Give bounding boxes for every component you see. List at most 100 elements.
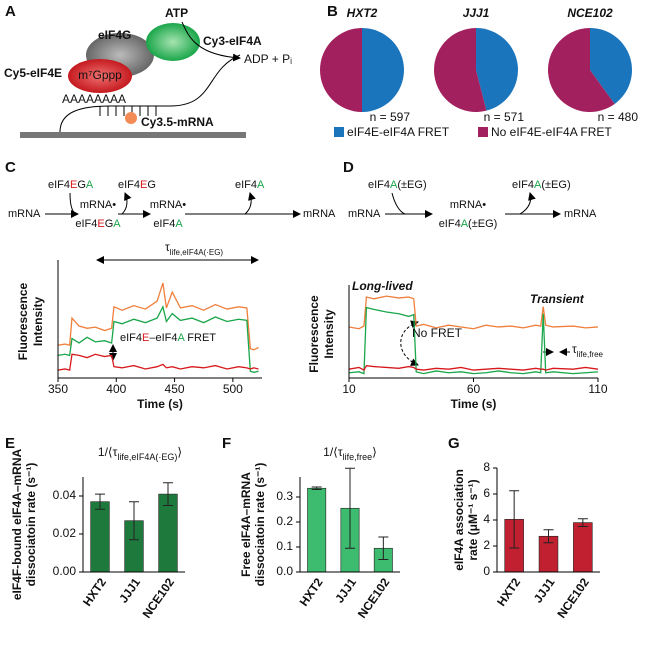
y-tick-label: 8 xyxy=(483,460,490,474)
scheme-label-part: (±EG) xyxy=(541,179,570,191)
chart-title: 1/⟨τlife,free⟩ xyxy=(323,445,377,462)
bar xyxy=(573,522,593,573)
chart-title-sub: life,free xyxy=(343,452,373,462)
scheme-label: eIF4EG xyxy=(118,179,156,191)
scheme-label-part: G xyxy=(105,218,114,230)
y-tick-label: 4 xyxy=(483,512,490,526)
label-cy5: Cy5-eIF4E xyxy=(4,66,62,80)
panel-label: E xyxy=(5,435,15,452)
panel-label: G xyxy=(448,435,460,452)
x-tick-label: 500 xyxy=(223,382,243,396)
y-tick-label: 0.3 xyxy=(276,489,293,503)
y-tick-label: 0.02 xyxy=(53,526,77,540)
y-axis-label: eIF4A association xyxy=(452,469,466,571)
x-tick-label: NCE102 xyxy=(554,575,592,620)
scheme-label: mRNA• xyxy=(150,199,186,211)
scheme-label-part: (±EG) xyxy=(468,218,497,230)
scheme-label-part: G xyxy=(77,179,86,191)
panel-label: B xyxy=(327,3,338,20)
label-polya: AAAAAAAA xyxy=(62,92,126,106)
x-tick-label: JJJ1 xyxy=(116,575,143,605)
y-tick-label: 0.04 xyxy=(53,488,77,502)
y-axis-label: Fluorescence xyxy=(16,282,30,360)
error-bar xyxy=(509,490,520,549)
pie-n-label: n = 597 xyxy=(370,110,411,124)
scheme-label: mRNA• xyxy=(450,199,486,211)
annotation-sub: life,free xyxy=(577,350,604,359)
scheme-label: eIF4EGA xyxy=(75,218,121,230)
tether xyxy=(99,106,157,116)
x-tick-label: JJJ1 xyxy=(332,575,359,605)
y-tick-label: 2 xyxy=(483,538,490,552)
scheme-label-part: G xyxy=(147,179,156,191)
y-tick-label: 0.2 xyxy=(276,514,293,528)
y-tick-label: 0.00 xyxy=(53,564,77,578)
scheme-label: mRNA xyxy=(8,208,41,220)
scheme-label-part: E xyxy=(70,179,77,191)
y-tick-label: 0.1 xyxy=(276,539,293,553)
x-tick-label: HXT2 xyxy=(297,575,326,608)
pie-slice xyxy=(320,28,362,112)
x-tick-label: 10 xyxy=(342,382,356,396)
y-axis-label: dissociatoin rate (s⁻¹) xyxy=(24,463,38,587)
x-tick-label: HXT2 xyxy=(494,575,523,608)
pie-n-label: n = 571 xyxy=(484,110,525,124)
pie-title: HXT2 xyxy=(347,6,378,20)
label-eif4g: eIF4G xyxy=(98,28,131,42)
label-adp: ADP + Pᵢ xyxy=(244,52,292,66)
legend-label: eIF4E-eIF4A FRET xyxy=(347,125,450,139)
y-tick-label: 0.0 xyxy=(276,564,293,578)
cy35-dye xyxy=(125,112,137,124)
scheme-label-part: A xyxy=(113,218,121,230)
axis xyxy=(57,260,262,379)
annotation-part: A xyxy=(178,332,186,344)
label-cy3: Cy3-eIF4A xyxy=(203,34,262,48)
scheme-label-part: eIF4 xyxy=(512,179,534,191)
annotation-part: E xyxy=(142,332,149,344)
x-tick-label: 400 xyxy=(106,382,126,396)
tau-label-symbol: τ xyxy=(165,240,170,254)
eif4a-shape xyxy=(146,23,200,61)
panel-label: D xyxy=(343,159,354,176)
chart-title-sub: life,eIF4A(·EG) xyxy=(117,452,177,462)
scheme-c-arrows xyxy=(45,192,301,361)
x-tick-label: JJJ1 xyxy=(531,575,558,605)
y-axis-label: Intensity xyxy=(31,297,45,347)
chart-title-part: ⟩ xyxy=(177,445,182,459)
pie-slice xyxy=(476,28,519,111)
bar xyxy=(90,501,110,573)
y-axis-label: Intensity xyxy=(322,309,336,359)
pie-slice xyxy=(362,28,404,112)
annotation-part: FRET xyxy=(184,332,216,344)
scheme-label-part: A xyxy=(86,179,94,191)
scheme-label: eIF4A(±EG) xyxy=(512,179,571,191)
tau-label: τlife,eIF4A(·EG) xyxy=(165,240,223,256)
chart-title: 1/⟨τlife,eIF4A(·EG)⟩ xyxy=(98,445,182,462)
x-tick-label: HXT2 xyxy=(80,575,109,608)
trace xyxy=(57,282,259,351)
error-bar xyxy=(129,501,139,541)
scheme-label-part: A xyxy=(534,179,542,191)
scheme-label-part: eIF4 xyxy=(368,179,390,191)
pie-n-label: n = 480 xyxy=(598,110,639,124)
surface xyxy=(20,132,246,138)
scheme-label-part: eIF4 xyxy=(48,179,70,191)
x-tick-label: 60 xyxy=(467,382,481,396)
scheme-label-part: E xyxy=(140,179,147,191)
label-atp: ATP xyxy=(165,6,188,20)
error-bar xyxy=(163,482,173,506)
scheme-label: mRNA xyxy=(564,208,597,220)
trace xyxy=(57,304,259,374)
scheme-label-part: A xyxy=(390,179,398,191)
label-cap: m⁷Gppp xyxy=(78,68,122,82)
annotation-symbol: τ xyxy=(572,342,577,356)
panel-label: F xyxy=(222,435,231,452)
scheme-label: eIF4EGA xyxy=(48,179,94,191)
scheme-label: mRNA xyxy=(348,208,381,220)
error-bar xyxy=(345,467,355,549)
y-axis-label: Fluorescence xyxy=(307,295,321,373)
scheme-label-part: E xyxy=(97,218,104,230)
x-tick-label: NCE102 xyxy=(140,575,178,620)
error-bar xyxy=(577,518,588,527)
